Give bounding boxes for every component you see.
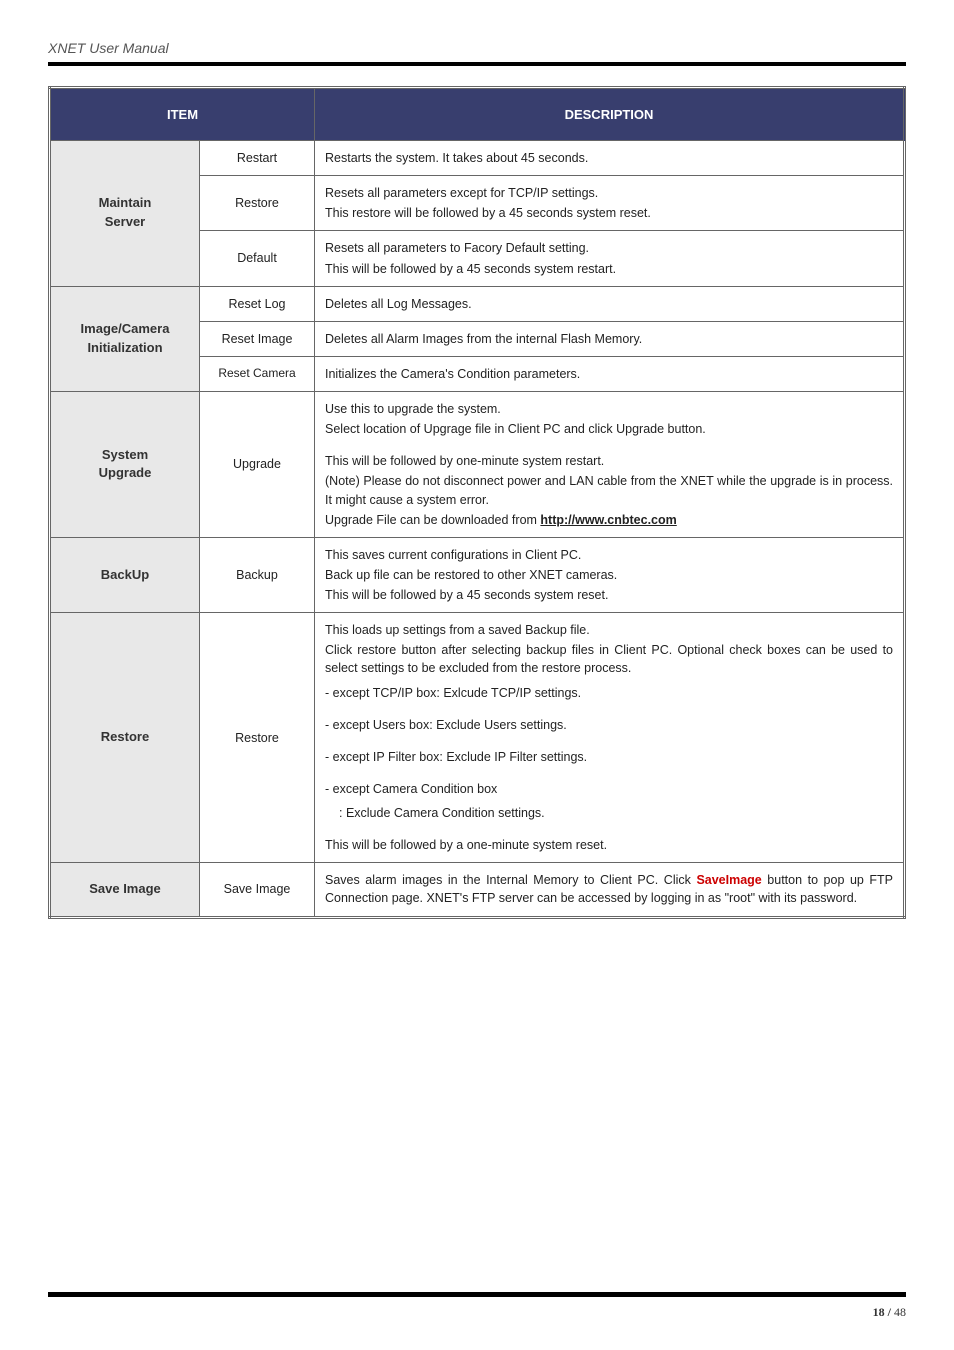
desc-text: This restore will be followed by a 45 se…: [325, 204, 893, 222]
table-row: MaintainServer Restart Restarts the syst…: [50, 141, 905, 176]
cat-restore: Restore: [50, 613, 200, 863]
desc-text-span: Upgrade File can be downloaded from: [325, 513, 540, 527]
cat-system-upgrade: SystemUpgrade: [50, 392, 200, 538]
header-item: ITEM: [50, 88, 315, 141]
desc-save-image: Saves alarm images in the Internal Memor…: [315, 863, 905, 917]
sub-restore-maintain: Restore: [200, 176, 315, 231]
desc-backup: This saves current configurations in Cli…: [315, 537, 905, 612]
desc-text: Upgrade File can be downloaded from http…: [325, 511, 893, 529]
saveimage-highlight: SaveImage: [696, 873, 761, 887]
desc-text: Back up file can be restored to other XN…: [325, 566, 893, 584]
desc-reset-image: Deletes all Alarm Images from the intern…: [315, 321, 905, 356]
sub-restore: Restore: [200, 613, 315, 863]
page-number: 18 / 48: [48, 1305, 906, 1320]
footer-rule: [48, 1292, 906, 1297]
header-description: DESCRIPTION: [315, 88, 905, 141]
table-row: SystemUpgrade Upgrade Use this to upgrad…: [50, 392, 905, 538]
desc-restore-maintain: Resets all parameters except for TCP/IP …: [315, 176, 905, 231]
desc-text: - except TCP/IP box: Exlcude TCP/IP sett…: [325, 684, 893, 702]
desc-text: Initializes the Camera's Condition param…: [325, 365, 893, 383]
desc-text: (Note) Please do not disconnect power an…: [325, 472, 893, 508]
doc-header: XNET User Manual: [48, 40, 906, 56]
desc-text: - except IP Filter box: Exclude IP Filte…: [325, 748, 893, 766]
upgrade-link[interactable]: http://www.cnbtec.com: [540, 513, 676, 527]
spacer: [48, 919, 906, 1273]
sub-save-image: Save Image: [200, 863, 315, 917]
desc-text: This loads up settings from a saved Back…: [325, 621, 893, 639]
sub-backup: Backup: [200, 537, 315, 612]
desc-reset-camera: Initializes the Camera's Condition param…: [315, 356, 905, 391]
desc-text: This will be followed by a one-minute sy…: [325, 836, 893, 854]
desc-reset-log: Deletes all Log Messages.: [315, 286, 905, 321]
page-total: 48: [891, 1305, 906, 1319]
sub-reset-image: Reset Image: [200, 321, 315, 356]
desc-text: Resets all parameters except for TCP/IP …: [325, 184, 893, 202]
desc-default: Resets all parameters to Facory Default …: [315, 231, 905, 286]
desc-text: This saves current configurations in Cli…: [325, 546, 893, 564]
table-row: BackUp Backup This saves current configu…: [50, 537, 905, 612]
desc-text: - except Camera Condition box: [325, 780, 893, 798]
desc-text: : Exclude Camera Condition settings.: [325, 804, 893, 822]
cat-maintain-server: MaintainServer: [50, 141, 200, 287]
cat-image-camera: Image/CameraInitialization: [50, 286, 200, 391]
sub-reset-log: Reset Log: [200, 286, 315, 321]
header-rule: [48, 62, 906, 66]
desc-text: Select location of Upgrage file in Clien…: [325, 420, 893, 438]
desc-text: Restarts the system. It takes about 45 s…: [325, 149, 893, 167]
table-row: Image/CameraInitialization Reset Log Del…: [50, 286, 905, 321]
table-row: Save Image Save Image Saves alarm images…: [50, 863, 905, 917]
sub-default: Default: [200, 231, 315, 286]
desc-restart: Restarts the system. It takes about 45 s…: [315, 141, 905, 176]
desc-text: Click restore button after selecting bac…: [325, 641, 893, 677]
cat-save-image: Save Image: [50, 863, 200, 917]
desc-upgrade: Use this to upgrade the system. Select l…: [315, 392, 905, 538]
sub-upgrade: Upgrade: [200, 392, 315, 538]
sub-restart: Restart: [200, 141, 315, 176]
main-table: ITEM DESCRIPTION MaintainServer Restart …: [48, 86, 906, 919]
table-header-row: ITEM DESCRIPTION: [50, 88, 905, 141]
sub-reset-camera: Reset Camera: [200, 356, 315, 391]
desc-text-span: Saves alarm images in the Internal Memor…: [325, 873, 696, 887]
table-row: Restore Restore This loads up settings f…: [50, 613, 905, 863]
desc-restore: This loads up settings from a saved Back…: [315, 613, 905, 863]
desc-text: This will be followed by a 45 seconds sy…: [325, 260, 893, 278]
desc-text: Use this to upgrade the system.: [325, 400, 893, 418]
desc-text: - except Users box: Exclude Users settin…: [325, 716, 893, 734]
desc-text: This will be followed by one-minute syst…: [325, 452, 893, 470]
cat-backup: BackUp: [50, 537, 200, 612]
desc-text: Saves alarm images in the Internal Memor…: [325, 871, 893, 907]
desc-text: Deletes all Alarm Images from the intern…: [325, 330, 893, 348]
desc-text: This will be followed by a 45 seconds sy…: [325, 586, 893, 604]
desc-text: Resets all parameters to Facory Default …: [325, 239, 893, 257]
page-current: 18 /: [873, 1305, 891, 1319]
desc-text: Deletes all Log Messages.: [325, 295, 893, 313]
